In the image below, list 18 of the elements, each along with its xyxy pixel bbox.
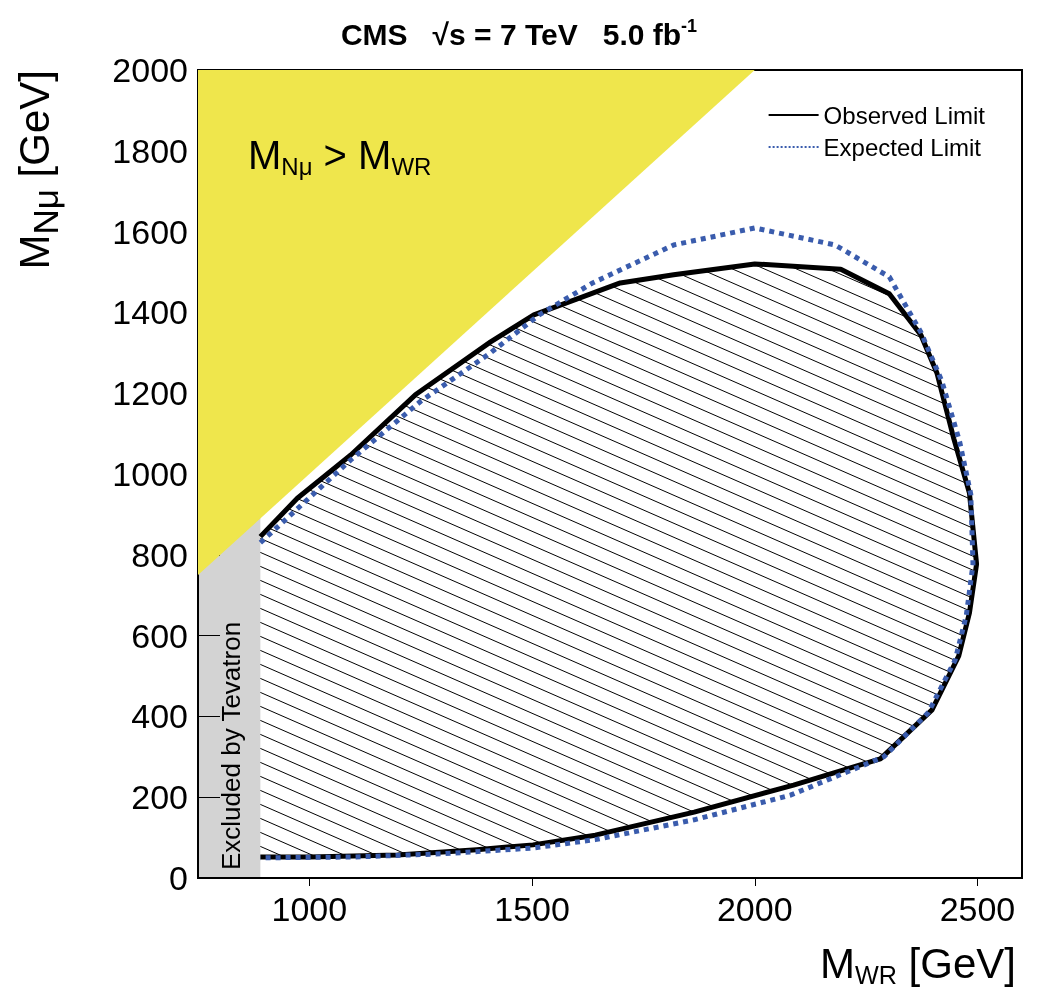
y-tick-label: 600 (131, 616, 188, 655)
y-tick-label: 1600 (112, 212, 188, 251)
y-tick-label: 1000 (112, 455, 188, 493)
x-tick-label: 2000 (716, 890, 793, 928)
y-tick-label: 1400 (112, 293, 188, 332)
y-tick-label: 200 (131, 778, 188, 817)
legend-label: Expected Limit (823, 133, 982, 161)
x-tick-label: 2500 (939, 890, 1016, 928)
y-tick-label: 400 (131, 697, 188, 736)
band-label: Excluded by Tevatron (216, 621, 247, 870)
x-tick-label: 1500 (494, 890, 570, 928)
legend-label: Observed Limit (823, 101, 986, 129)
x-tick-label: 1000 (271, 890, 348, 928)
y-tick-label: 0 (169, 859, 188, 897)
y-tick-label: 1200 (112, 374, 188, 413)
y-tick-label: 2000 (112, 51, 188, 89)
y-tick-label: 1800 (112, 131, 188, 170)
y-tick-label: 800 (131, 535, 188, 574)
